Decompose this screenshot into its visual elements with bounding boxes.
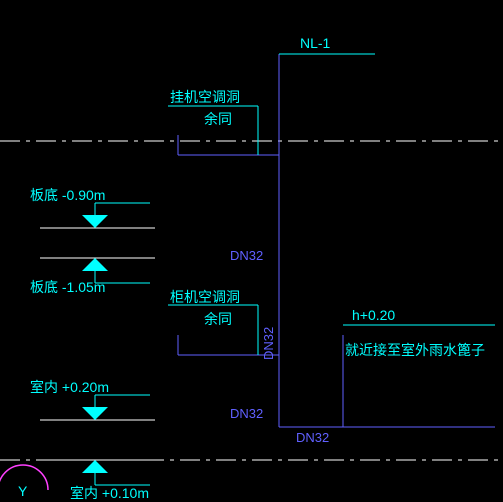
dn32-label-1: DN32 xyxy=(230,248,263,263)
elevation-marker xyxy=(82,460,108,473)
indoor-2-label: 室内 +0.10m xyxy=(70,485,149,501)
dn32-label-4: DN32 xyxy=(296,430,329,445)
indoor-1-label: 室内 +0.20m xyxy=(30,379,109,395)
dn32-label-2: DN32 xyxy=(261,327,276,360)
h-plus-label: h+0.20 xyxy=(352,307,395,323)
elevation-marker xyxy=(82,215,108,228)
cabinet-ac-same-label: 余同 xyxy=(204,311,232,327)
dn32-label-3: DN32 xyxy=(230,406,263,421)
elevation-marker xyxy=(82,258,108,271)
outdoor-note-label: 就近接至室外雨水篦子 xyxy=(345,342,485,358)
cabinet-ac-hole-label: 柜机空调洞 xyxy=(170,289,240,305)
wall-ac-hole-label: 挂机空调洞 xyxy=(170,89,240,105)
elevation-marker xyxy=(82,407,108,420)
riser-id-label: NL-1 xyxy=(300,35,331,51)
slab-bottom-2-label: 板底 -1.05m xyxy=(30,279,105,295)
slab-bottom-1-label: 板底 -0.90m xyxy=(30,187,105,203)
wall-ac-same-label: 余同 xyxy=(204,111,232,127)
y-marker-label: Y xyxy=(18,483,28,499)
